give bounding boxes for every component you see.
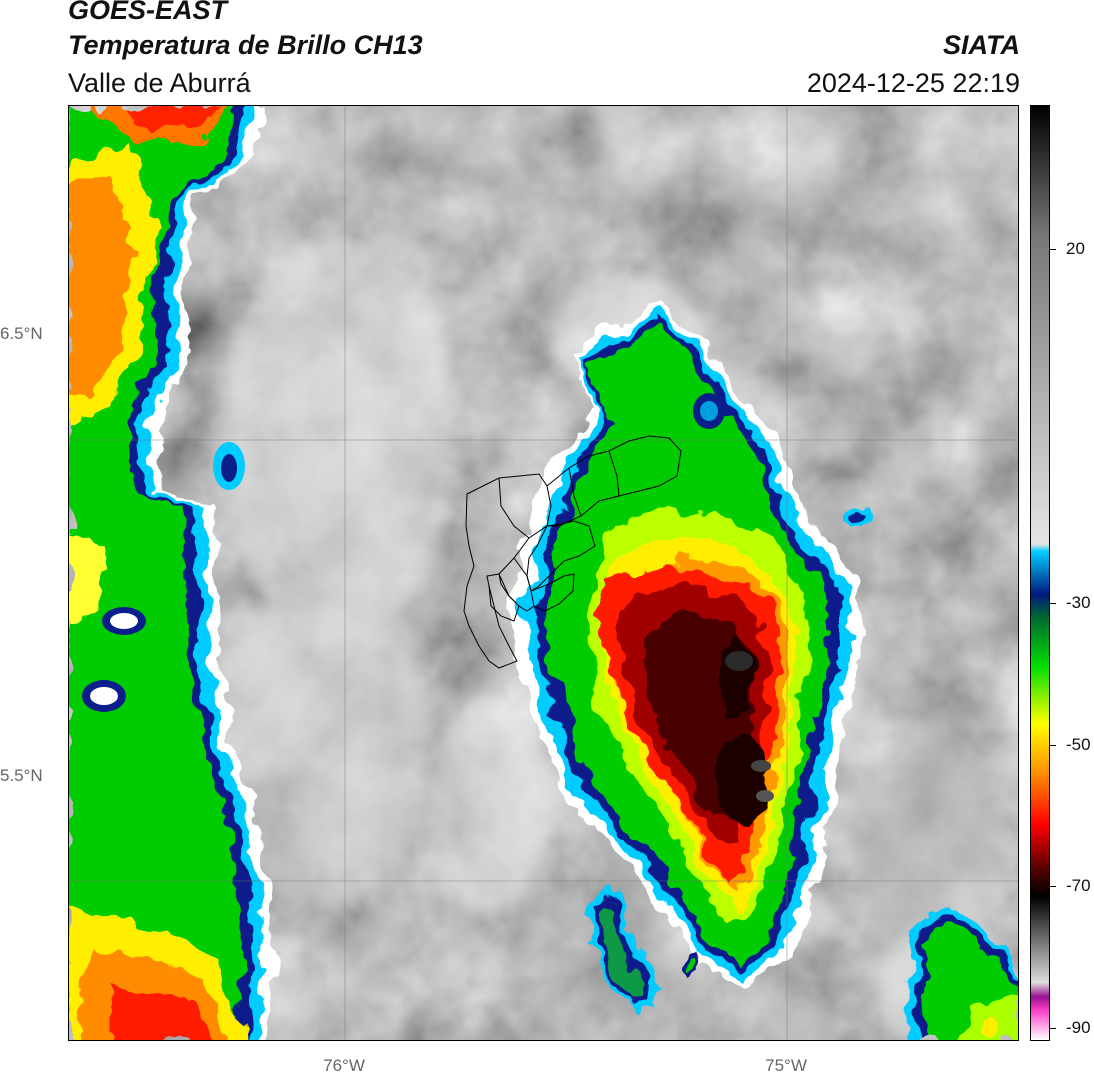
colorbar-tick	[1050, 745, 1056, 746]
lon-label-76w: 76°W	[323, 1056, 365, 1075]
product-subtitle: Temperatura de Brillo CH13	[68, 30, 423, 60]
colorbar-label-minus30: -30	[1066, 593, 1091, 612]
storm-cell	[514, 301, 859, 986]
west-band-holes	[82, 442, 245, 712]
colorbar-tick	[1050, 886, 1056, 887]
west-cloud-band	[69, 106, 274, 1040]
product-title: GOES-EAST	[68, 0, 228, 25]
colorbar-label-minus50: -50	[1066, 735, 1091, 754]
graticule	[69, 106, 1018, 1040]
colorbar-label-minus90: -90	[1066, 1018, 1091, 1037]
colorbar-tick	[1050, 1028, 1056, 1029]
datetime-label: 2024-12-25 22:19	[806, 68, 1020, 98]
brand-label: SIATA	[943, 30, 1020, 60]
satellite-map	[68, 105, 1019, 1041]
lat-label-5-5: 5.5°N	[0, 766, 43, 785]
colorbar-label-minus70: -70	[1066, 876, 1091, 895]
colorbar	[1030, 105, 1050, 1041]
map-canvas	[69, 106, 1018, 1040]
storm-cores	[693, 393, 774, 802]
colorbar-tick	[1050, 249, 1056, 250]
lon-label-75w: 75°W	[765, 1056, 807, 1075]
colorbar-tick	[1050, 603, 1056, 604]
colorbar-label-20: 20	[1066, 239, 1085, 258]
municipal-boundaries	[463, 435, 682, 669]
south-cells	[589, 504, 1018, 1040]
lat-label-6-5: 6.5°N	[0, 324, 43, 343]
region-label: Valle de Aburrá	[68, 68, 251, 98]
